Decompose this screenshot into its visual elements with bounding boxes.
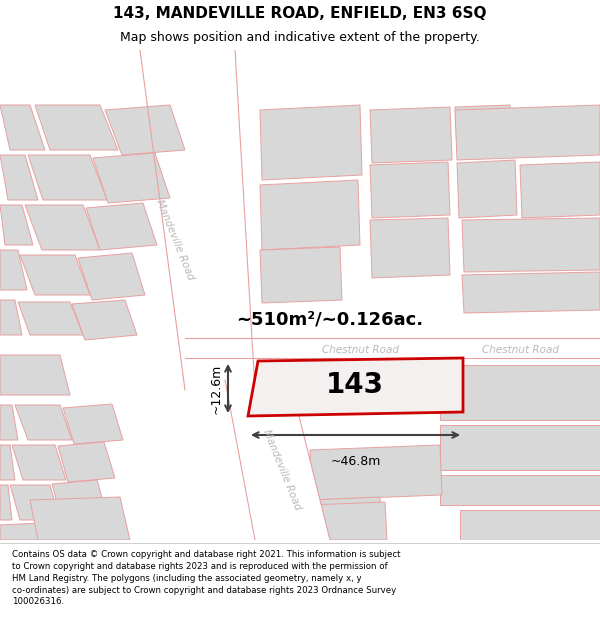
Polygon shape <box>140 50 255 390</box>
Polygon shape <box>15 405 72 440</box>
Text: Mandeville Road: Mandeville Road <box>154 198 196 282</box>
Text: ~12.6m: ~12.6m <box>210 363 223 414</box>
Text: ~46.8m: ~46.8m <box>331 455 380 468</box>
Polygon shape <box>0 155 38 200</box>
Polygon shape <box>105 105 185 155</box>
Polygon shape <box>455 105 600 160</box>
Polygon shape <box>462 218 600 272</box>
Polygon shape <box>0 355 70 395</box>
Text: 143: 143 <box>326 371 384 399</box>
Text: Chestnut Road: Chestnut Road <box>322 345 398 355</box>
Polygon shape <box>0 485 12 520</box>
Polygon shape <box>0 300 22 335</box>
Polygon shape <box>260 180 360 250</box>
Polygon shape <box>78 253 145 300</box>
Polygon shape <box>25 205 100 250</box>
Polygon shape <box>0 405 18 440</box>
Polygon shape <box>460 510 600 540</box>
Polygon shape <box>52 480 107 520</box>
Polygon shape <box>457 160 517 218</box>
Polygon shape <box>0 445 15 480</box>
Polygon shape <box>370 162 450 218</box>
Polygon shape <box>440 425 600 470</box>
Polygon shape <box>260 105 362 180</box>
Polygon shape <box>370 218 450 278</box>
Polygon shape <box>0 105 45 150</box>
Polygon shape <box>0 205 33 245</box>
Polygon shape <box>225 380 330 540</box>
Polygon shape <box>455 105 512 152</box>
Polygon shape <box>462 272 600 313</box>
Polygon shape <box>370 107 452 163</box>
Text: 143, MANDEVILLE ROAD, ENFIELD, EN3 6SQ: 143, MANDEVILLE ROAD, ENFIELD, EN3 6SQ <box>113 6 487 21</box>
Text: Contains OS data © Crown copyright and database right 2021. This information is : Contains OS data © Crown copyright and d… <box>12 550 401 606</box>
Polygon shape <box>86 203 157 250</box>
Text: Map shows position and indicative extent of the property.: Map shows position and indicative extent… <box>120 31 480 44</box>
Polygon shape <box>440 365 600 420</box>
Polygon shape <box>310 445 442 500</box>
Polygon shape <box>12 445 66 480</box>
Polygon shape <box>440 475 600 505</box>
Polygon shape <box>28 155 107 200</box>
Polygon shape <box>0 522 68 540</box>
Polygon shape <box>20 255 90 295</box>
Polygon shape <box>58 442 115 482</box>
Text: ~510m²/~0.126ac.: ~510m²/~0.126ac. <box>236 311 424 329</box>
Polygon shape <box>63 404 123 444</box>
Polygon shape <box>18 302 83 335</box>
Polygon shape <box>10 485 60 520</box>
Polygon shape <box>72 300 137 340</box>
Polygon shape <box>0 250 27 290</box>
Polygon shape <box>93 153 170 203</box>
Polygon shape <box>310 497 382 540</box>
Polygon shape <box>35 105 118 150</box>
Polygon shape <box>248 358 463 416</box>
Polygon shape <box>310 502 387 540</box>
Text: Mandeville Road: Mandeville Road <box>261 428 303 512</box>
Text: Chestnut Road: Chestnut Road <box>482 345 559 355</box>
Polygon shape <box>30 497 130 540</box>
Polygon shape <box>260 247 342 303</box>
Polygon shape <box>520 162 600 218</box>
